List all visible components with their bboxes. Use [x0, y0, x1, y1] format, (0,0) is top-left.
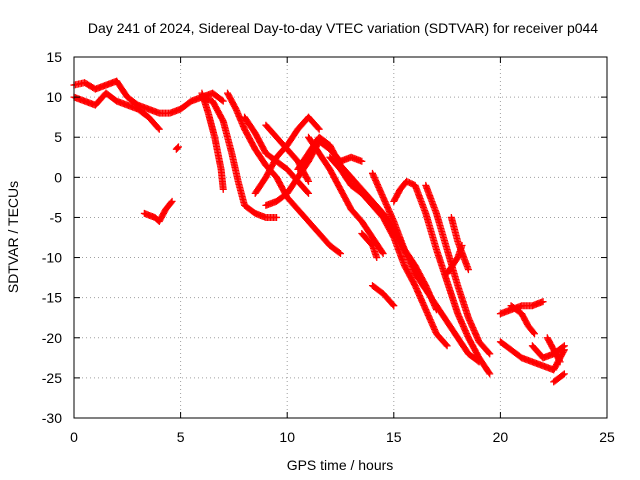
- y-tick-label: 15: [46, 49, 62, 65]
- data-point: [174, 143, 182, 151]
- y-tick-labels: 15 10 5 0 -5 -10 -15 -20 -25 -30: [42, 49, 62, 426]
- y-tick-label: -10: [42, 250, 62, 266]
- series-track-t: [507, 302, 539, 338]
- x-tick-label: 5: [177, 429, 185, 445]
- data-point: [485, 349, 493, 357]
- data-point: [560, 342, 568, 350]
- data-point: [464, 266, 472, 274]
- data-point: [485, 369, 493, 377]
- data-point: [337, 250, 344, 258]
- data-point: [155, 125, 163, 133]
- series-track-k: [326, 153, 451, 350]
- data-point: [305, 189, 313, 197]
- data-point: [304, 176, 312, 184]
- x-tick-label: 10: [279, 429, 295, 445]
- series-track-c: [198, 93, 281, 221]
- y-tick-label: -5: [50, 209, 63, 225]
- data-point: [559, 371, 567, 379]
- data-point: [218, 96, 226, 104]
- data-point: [304, 188, 312, 196]
- data-point: [559, 343, 567, 351]
- data-point: [167, 199, 175, 207]
- data-point: [390, 302, 398, 310]
- series-track-p: [447, 213, 472, 274]
- data-point: [539, 298, 547, 306]
- y-tick-label: -15: [42, 290, 62, 306]
- data-point: [315, 125, 323, 133]
- data-point: [486, 370, 494, 378]
- chart-title: Day 241 of 2024, Sidereal Day-to-day VTE…: [88, 20, 598, 36]
- data-point: [530, 329, 538, 337]
- y-tick-label: -30: [42, 410, 62, 426]
- data-point: [173, 144, 181, 152]
- data-point: [556, 358, 564, 366]
- series-track-x: [550, 370, 568, 386]
- data-point: [379, 250, 387, 258]
- data-point: [219, 185, 227, 193]
- data-point: [378, 248, 386, 256]
- data-point: [335, 249, 343, 257]
- x-tick-label: 20: [493, 429, 509, 445]
- y-tick-label: -25: [42, 370, 62, 386]
- series-track-j: [305, 133, 387, 258]
- y-tick-label: 5: [54, 129, 62, 145]
- x-axis-label: GPS time / hours: [287, 457, 394, 473]
- data-point: [154, 124, 162, 132]
- data-point: [443, 342, 451, 350]
- data-point: [174, 144, 182, 152]
- series-track-d: [224, 89, 344, 258]
- series-track-y: [140, 197, 176, 225]
- y-axis-label: SDTVAR / TECUs: [5, 181, 21, 293]
- data-layer: [70, 77, 568, 386]
- data-point: [373, 254, 381, 262]
- data-point: [442, 341, 450, 349]
- series-track-q: [368, 282, 398, 310]
- data-point: [486, 350, 494, 358]
- data-point: [273, 213, 281, 221]
- data-point: [389, 301, 397, 309]
- data-point: [219, 97, 227, 105]
- x-tick-labels: 0 5 10 15 20 25: [70, 429, 615, 445]
- data-point: [305, 177, 313, 185]
- data-point: [531, 330, 539, 338]
- data-point: [555, 357, 563, 365]
- data-point: [560, 370, 568, 378]
- y-tick-label: 0: [54, 169, 62, 185]
- series-track-m: [390, 177, 494, 378]
- x-tick-label: 0: [70, 429, 78, 445]
- series-track-z: [172, 143, 182, 153]
- axis-ticks: [73, 56, 608, 419]
- data-point: [168, 197, 176, 205]
- series-track-g: [251, 113, 323, 197]
- series-track-w: [543, 334, 564, 366]
- plot-frame: [73, 56, 608, 419]
- data-point: [358, 157, 366, 165]
- series-track-r: [358, 229, 381, 262]
- x-tick-label: 25: [599, 429, 615, 445]
- data-point: [314, 124, 322, 132]
- y-tick-label: -20: [42, 330, 62, 346]
- x-tick-label: 15: [386, 429, 402, 445]
- y-tick-label: 10: [46, 89, 62, 105]
